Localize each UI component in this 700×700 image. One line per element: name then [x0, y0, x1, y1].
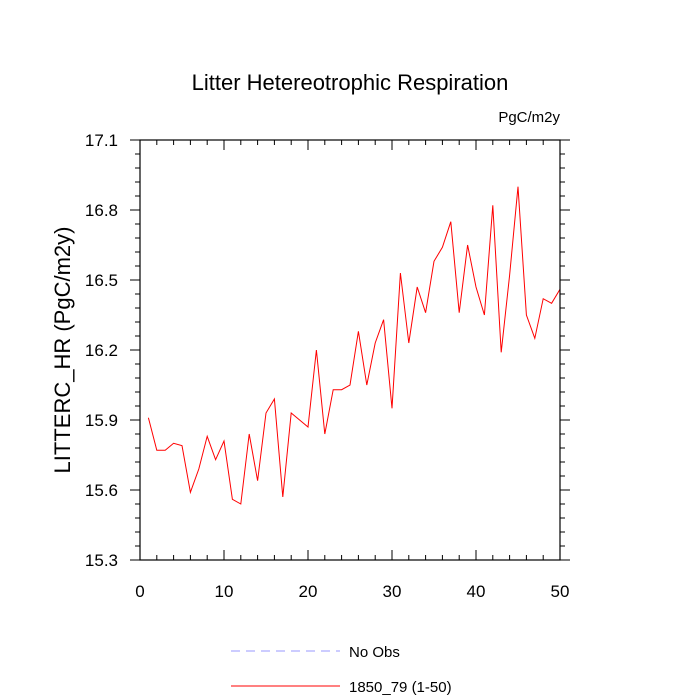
y-tick-label: 15.9: [85, 411, 118, 430]
y-axis-label: LITTERC_HR (PgC/m2y): [50, 227, 75, 474]
x-tick-label: 30: [383, 582, 402, 601]
x-tick-labels: 0 10 20 30 40 50: [135, 582, 569, 601]
y-tick-labels: 15.3 15.6 15.9 16.2 16.5 16.8 17.1: [85, 131, 118, 570]
x-tick-label: 20: [299, 582, 318, 601]
y-tick-label: 16.5: [85, 271, 118, 290]
legend-label-1850-79: 1850_79 (1-50): [349, 679, 452, 696]
x-tick-label: 50: [551, 582, 570, 601]
y-tick-label: 17.1: [85, 131, 118, 150]
y-tick-label: 16.8: [85, 201, 118, 220]
ticks-layer: [130, 139, 570, 561]
x-tick-label: 0: [135, 582, 144, 601]
y-tick-label: 16.2: [85, 341, 118, 360]
units-label: PgC/m2y: [498, 109, 560, 126]
y-tick-label: 15.6: [85, 481, 118, 500]
y-tick-label: 15.3: [85, 551, 118, 570]
chart-title: Litter Hetereotrophic Respiration: [192, 70, 509, 95]
x-tick-label: 10: [215, 582, 234, 601]
series-layer: [147, 186, 561, 505]
x-tick-label: 40: [467, 582, 486, 601]
plot-frame: [139, 139, 561, 561]
legend: No Obs 1850_79 (1-50): [231, 644, 452, 696]
legend-label-no-obs: No Obs: [349, 644, 400, 661]
series-line-1850-79-1-50-: [147, 186, 561, 505]
